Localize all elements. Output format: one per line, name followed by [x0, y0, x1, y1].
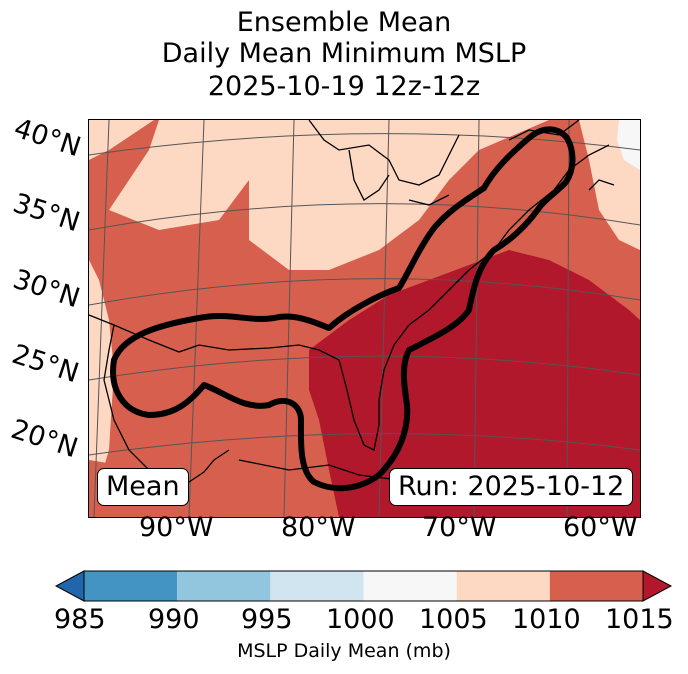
colorbar-segment — [177, 571, 271, 601]
colorbar-tick-1015: 1015 — [605, 604, 674, 635]
title-line-3: 2025-10-19 12z-12z — [207, 71, 481, 102]
colorbar-outline — [83, 570, 644, 602]
lat-label-35: 35°N — [9, 187, 84, 239]
colorbar-segment — [549, 571, 643, 601]
colorbar-tick-995: 995 — [241, 604, 293, 635]
lat-label-30: 30°N — [9, 263, 84, 315]
mean-label: Mean — [106, 471, 180, 502]
title-line-1: Ensemble Mean — [236, 7, 452, 38]
colorbar-tick-990: 990 — [148, 604, 200, 635]
colorbar-tick-1010: 1010 — [512, 604, 581, 635]
lon-label-60w: 60°W — [563, 512, 638, 543]
run-label-box: Run: 2025-10-12 — [389, 468, 634, 506]
title-line-2: Daily Mean Minimum MSLP — [161, 38, 527, 69]
lon-label-90w: 90°W — [139, 512, 214, 543]
field-1005-1010-north — [109, 120, 249, 230]
colorbar-tick-1005: 1005 — [419, 604, 488, 635]
lat-label-25: 25°N — [8, 338, 83, 390]
field-1000-1005 — [617, 120, 640, 170]
colorbar-title: MSLP Daily Mean (mb) — [237, 640, 451, 662]
run-label: Run: 2025-10-12 — [398, 471, 625, 502]
colorbar-segment — [456, 571, 550, 601]
colorbar-segment — [270, 571, 364, 601]
mean-label-box: Mean — [97, 468, 189, 506]
field-above-1015 — [309, 250, 640, 517]
colorbar-segment — [84, 571, 178, 601]
colorbar-tick-985: 985 — [54, 604, 106, 635]
field-1005-1010-ne — [249, 120, 449, 170]
colorbar-extend-high — [642, 570, 673, 602]
colorbar-tick-1000: 1000 — [326, 604, 395, 635]
colorbar-extend-low — [54, 570, 85, 602]
lat-label-40: 40°N — [10, 112, 85, 164]
lon-label-80w: 80°W — [281, 512, 356, 543]
colorbar-segment — [363, 571, 457, 601]
map-canvas — [89, 120, 640, 517]
contour-outline — [110, 126, 576, 492]
lon-label-70w: 70°W — [422, 512, 497, 543]
colorbar — [54, 570, 673, 602]
map-panel: Mean Run: 2025-10-12 — [88, 119, 641, 518]
lat-label-20: 20°N — [7, 413, 82, 465]
